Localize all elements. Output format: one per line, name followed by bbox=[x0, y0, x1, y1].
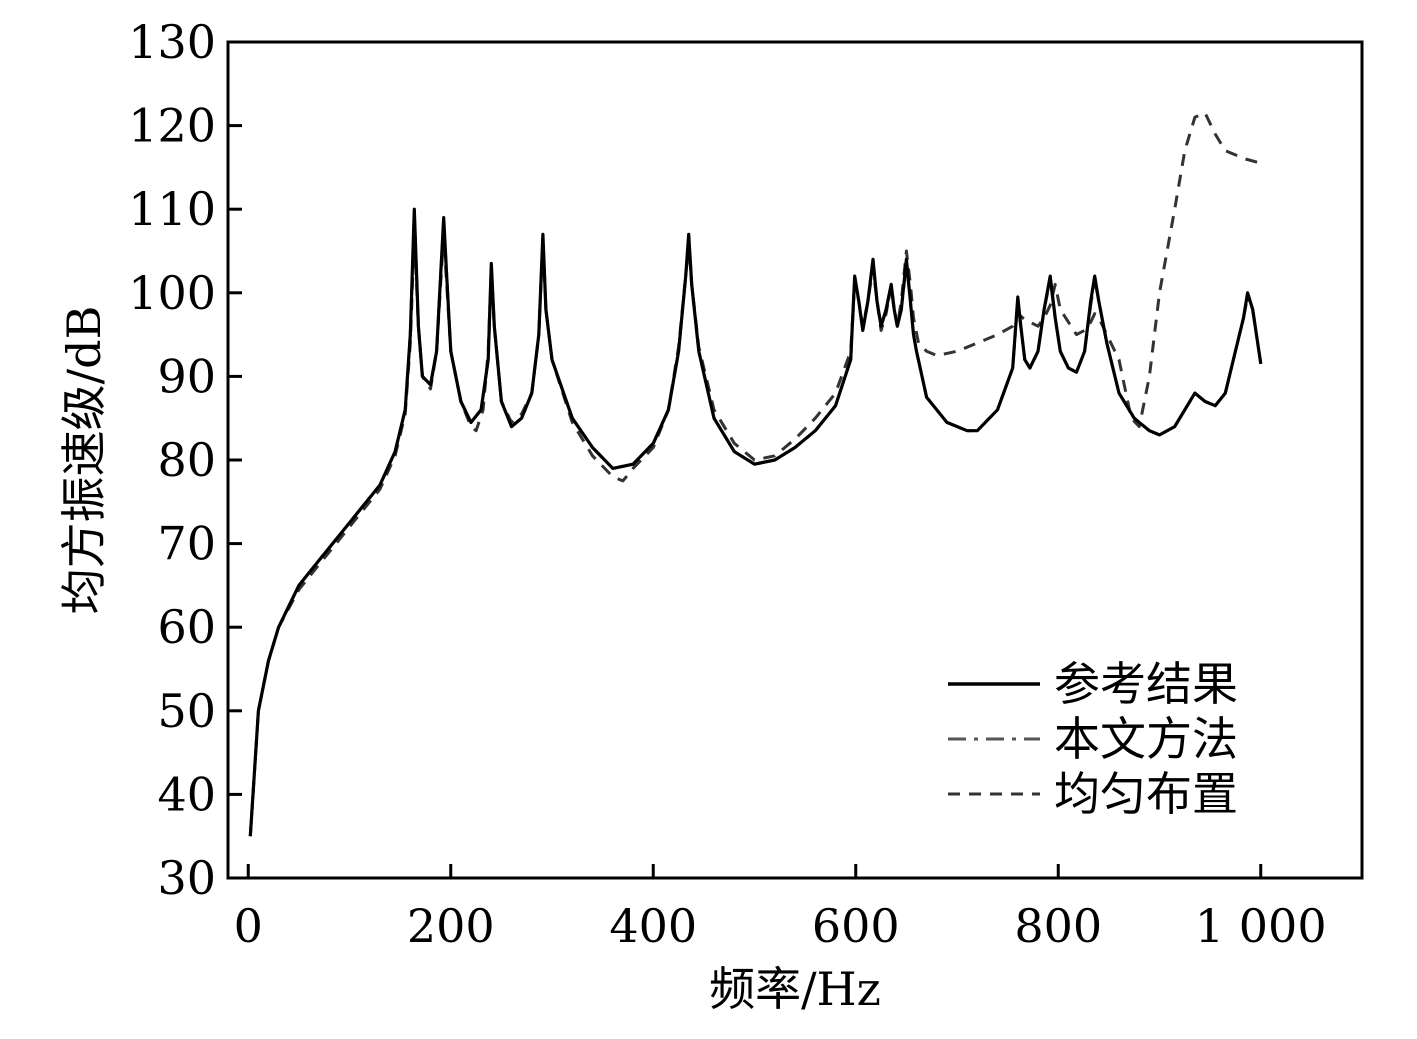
x-tick-label: 0 bbox=[234, 899, 263, 953]
x-tick-label: 800 bbox=[1014, 899, 1102, 953]
x-tick-label: 1 000 bbox=[1195, 899, 1327, 953]
y-tick-label: 100 bbox=[128, 266, 216, 320]
y-tick-label: 130 bbox=[128, 15, 216, 69]
y-tick-label: 40 bbox=[157, 767, 216, 821]
plot-frame bbox=[226, 40, 1364, 880]
legend-label-2: 本文方法 bbox=[1054, 712, 1238, 766]
legend-label-3: 均匀布置 bbox=[1054, 767, 1238, 821]
y-tick-label: 70 bbox=[157, 517, 216, 571]
y-tick-label: 50 bbox=[157, 684, 216, 738]
y-tick-label: 110 bbox=[128, 182, 216, 236]
y-tick-label: 90 bbox=[157, 349, 216, 403]
y-tick-label: 30 bbox=[157, 851, 216, 905]
plot-area-background bbox=[228, 42, 1362, 878]
series-line-1 bbox=[248, 207, 1263, 837]
x-tick-label: 200 bbox=[407, 899, 495, 953]
y-tick-label: 60 bbox=[157, 600, 216, 654]
x-tick-label: 400 bbox=[609, 899, 697, 953]
legend-label-1: 参考结果 bbox=[1054, 657, 1238, 711]
y-tick-label: 120 bbox=[128, 99, 216, 153]
x-axis-title: 频率/Hz bbox=[709, 962, 881, 1016]
series-line-3 bbox=[248, 111, 1262, 837]
y-axis-title: 均方振速级/dB bbox=[57, 306, 111, 615]
axes-layer: 30 40 50 60 70 80 90 100 110 120 130 0 200 400 600 800 1… bbox=[128, 15, 1326, 953]
x-tick-label: 600 bbox=[812, 899, 900, 953]
y-tick-label: 80 bbox=[157, 433, 216, 487]
series-layer bbox=[248, 111, 1263, 837]
